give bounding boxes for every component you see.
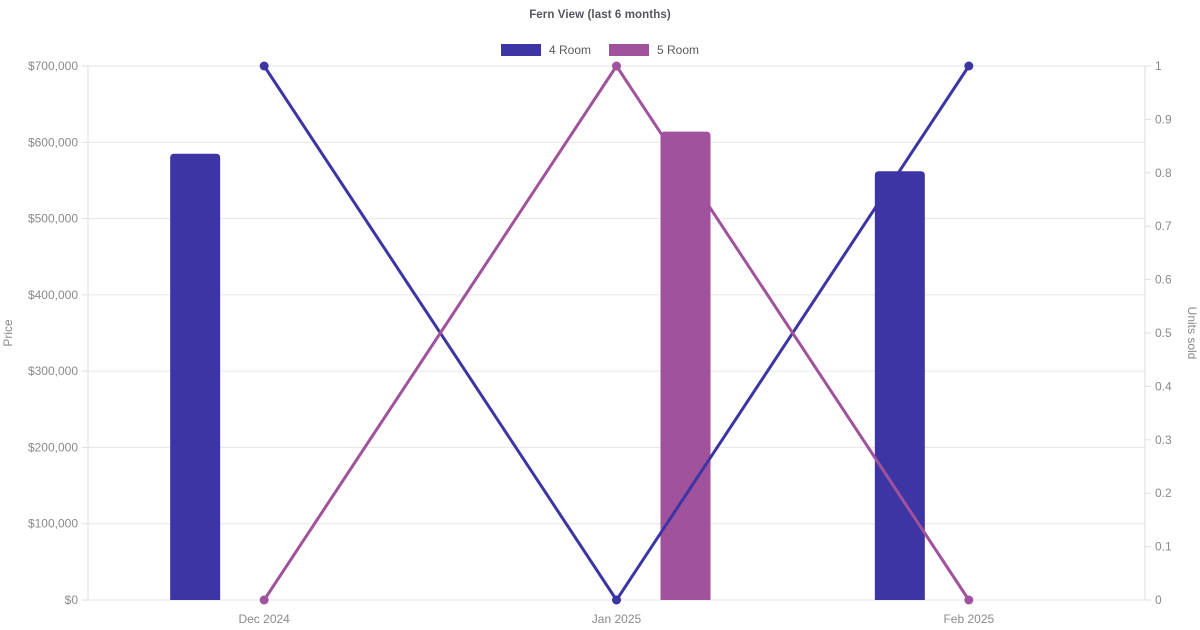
right-axis-title: Units sold [1185, 307, 1199, 360]
chart-title: Fern View (last 6 months) [529, 9, 671, 21]
legend-label-5-room: 5 Room [657, 43, 700, 57]
units-point-4-room-feb-2025[interactable] [964, 61, 974, 71]
left-axis-tick-label: $300,000 [28, 364, 78, 378]
right-axis-tick-label: 1 [1155, 59, 1162, 73]
right-axis-tick-label: 0 [1155, 593, 1162, 607]
right-axis-tick-label: 0.9 [1155, 112, 1172, 126]
legend-item-4-room[interactable]: 4 Room [500, 43, 591, 57]
price-bar-4-room-feb-2025[interactable] [874, 171, 925, 600]
x-axis-tick-label: Feb 2025 [943, 612, 994, 626]
right-axis-tick-label: 0.7 [1155, 219, 1172, 233]
legend: 4 Room 5 Room [0, 43, 1200, 57]
left-axis-title: Price [1, 319, 15, 347]
left-axis-tick-label: $0 [65, 593, 79, 607]
right-axis-tick-label: 0.6 [1155, 273, 1172, 287]
units-line-5-room[interactable] [262, 64, 971, 601]
price-bar-5-room-jan-2025[interactable] [660, 131, 711, 600]
right-axis-tick-label: 0.2 [1155, 486, 1172, 500]
right-axis-tick-label: 0.3 [1155, 433, 1172, 447]
left-axis-tick-label: $700,000 [28, 59, 78, 73]
left-axis-tick-label: $600,000 [28, 135, 78, 149]
units-point-5-room-jan-2025[interactable] [612, 61, 621, 71]
price-bar-4-room-dec-2024[interactable] [170, 153, 221, 600]
units-point-5-room-dec-2024[interactable] [259, 595, 269, 605]
units-line-4-room[interactable] [262, 65, 971, 602]
left-axis-tick-label: $200,000 [28, 440, 78, 454]
left-axis-tick-label: $100,000 [28, 517, 78, 531]
x-axis-tick-label: Jan 2025 [592, 612, 642, 626]
legend-item-5-room[interactable]: 5 Room [609, 43, 699, 57]
left-axis-tick-label: $500,000 [28, 212, 78, 226]
right-axis-tick-label: 0.8 [1155, 166, 1172, 180]
legend-label-4-room: 4 Room [548, 43, 591, 57]
right-axis-tick-label: 0.1 [1155, 540, 1172, 554]
left-axis-tick-label: $400,000 [28, 288, 78, 302]
right-axis-tick-label: 0.4 [1155, 379, 1172, 393]
units-point-4-room-dec-2024[interactable] [259, 61, 269, 71]
legend-swatch-5-room-icon [609, 44, 649, 56]
legend-swatch-4-room-icon [500, 44, 541, 56]
right-axis-tick-label: 0.5 [1155, 326, 1172, 340]
x-axis-tick-label: Dec 2024 [238, 612, 290, 626]
units-point-5-room-feb-2025[interactable] [964, 595, 974, 605]
units-point-4-room-jan-2025[interactable] [612, 595, 621, 605]
